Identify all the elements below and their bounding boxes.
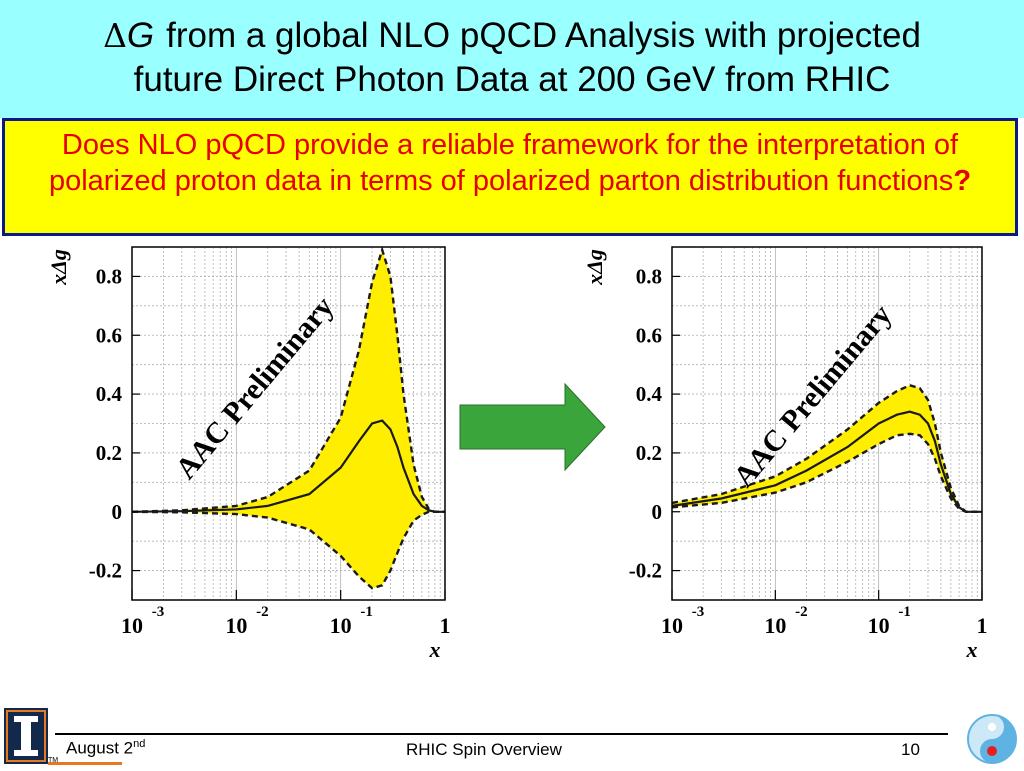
question-mark: ? bbox=[953, 165, 972, 197]
chart1-xtick-label: 1 bbox=[977, 613, 988, 638]
trademark-label: TM bbox=[48, 757, 59, 764]
chart0-xtick-label: 10 bbox=[121, 613, 143, 638]
title-banner bbox=[0, 0, 1024, 118]
chart1-frame bbox=[671, 246, 983, 601]
chart1-ylabel: xΔg bbox=[582, 249, 607, 286]
chart1-ytick-label: 0.6 bbox=[636, 323, 662, 347]
chart1-xtick-label: 10 bbox=[661, 613, 683, 638]
title-line-1: ΔG from a global NLO pQCD Analysis with p… bbox=[0, 14, 1024, 58]
chart0-ytick-label: 0.8 bbox=[96, 264, 122, 288]
chart0-uncertainty-band bbox=[132, 249, 445, 589]
chart1-ytick-label: 0.2 bbox=[636, 441, 662, 465]
chart1-xtick-label: 10 bbox=[868, 613, 890, 638]
arrow-shape bbox=[459, 382, 606, 472]
chart0-ytick-label: 0 bbox=[112, 500, 123, 524]
chart1-ytick-label: 0.4 bbox=[636, 382, 663, 406]
footer-accent-line bbox=[48, 762, 122, 765]
chart1-central-line bbox=[671, 410, 982, 513]
chart1-xtick-exponent: -2 bbox=[795, 604, 808, 620]
question-box: Does NLO pQCD provide a reliable framewo… bbox=[2, 118, 1018, 236]
title-g: G bbox=[126, 16, 155, 55]
page-number: 10 bbox=[901, 740, 920, 759]
footer-divider bbox=[55, 733, 948, 735]
question-text-block: Does NLO pQCD provide a reliable framewo… bbox=[45, 127, 975, 199]
chart1-ytick-label: -0.2 bbox=[629, 559, 662, 583]
chart0-xtick-exponent: -2 bbox=[256, 604, 269, 620]
footer-date-text: August 2 bbox=[66, 738, 134, 758]
chart1-xlabel: x bbox=[966, 637, 978, 662]
chart0-ytick-label: -0.2 bbox=[89, 559, 122, 583]
chart0-xtick-exponent: -3 bbox=[152, 604, 165, 620]
university-logo bbox=[4, 708, 48, 764]
chart0-upper-bound-line bbox=[131, 245, 445, 513]
chart0-ytick-label: 0.6 bbox=[96, 323, 122, 347]
chart0-xtick-label: 10 bbox=[330, 613, 352, 638]
chart1-upper-bound-line bbox=[671, 384, 982, 513]
footer-date-sup: nd bbox=[133, 738, 146, 750]
footer-title: RHIC Spin Overview bbox=[406, 740, 562, 759]
chart1-ytick-label: 0.8 bbox=[636, 264, 662, 288]
chart0-xtick-exponent: -1 bbox=[360, 604, 373, 620]
chart0-central-line bbox=[131, 419, 445, 513]
chart0-xlabel: x bbox=[429, 637, 441, 662]
chart1-xtick-exponent: -1 bbox=[898, 604, 911, 620]
chart0-ylabel: xΔg bbox=[46, 249, 71, 286]
title-line-1-text: from a global NLO pQCD Analysis with pro… bbox=[166, 16, 921, 55]
chart0-frame bbox=[131, 246, 446, 601]
chart0-ytick-label: 0.4 bbox=[96, 382, 123, 406]
chart0-lower-bound-line bbox=[131, 510, 445, 590]
footer-date: August 2nd bbox=[66, 738, 145, 759]
chart0-xtick-label: 1 bbox=[440, 613, 451, 638]
title-delta: Δ bbox=[103, 16, 127, 55]
chart1-uncertainty-band bbox=[672, 385, 982, 512]
chart0-xtick-label: 10 bbox=[225, 613, 247, 638]
rhic-spin-logo bbox=[965, 712, 1019, 766]
chart0-ytick-label: 0.2 bbox=[96, 441, 122, 465]
question-text: Does NLO pQCD provide a reliable framewo… bbox=[48, 129, 959, 197]
arrow-right-icon bbox=[459, 382, 606, 472]
chart1-grid bbox=[671, 246, 982, 601]
chart1-xtick-label: 10 bbox=[764, 613, 786, 638]
chart1-ytick-label: 0 bbox=[652, 500, 663, 524]
chart1-xtick-exponent: -3 bbox=[692, 604, 705, 620]
chart1-lower-bound-line bbox=[671, 432, 982, 513]
title-line-2: future Direct Photon Data at 200 GeV fro… bbox=[133, 60, 891, 99]
slide-title: ΔG from a global NLO pQCD Analysis with p… bbox=[0, 14, 1024, 102]
